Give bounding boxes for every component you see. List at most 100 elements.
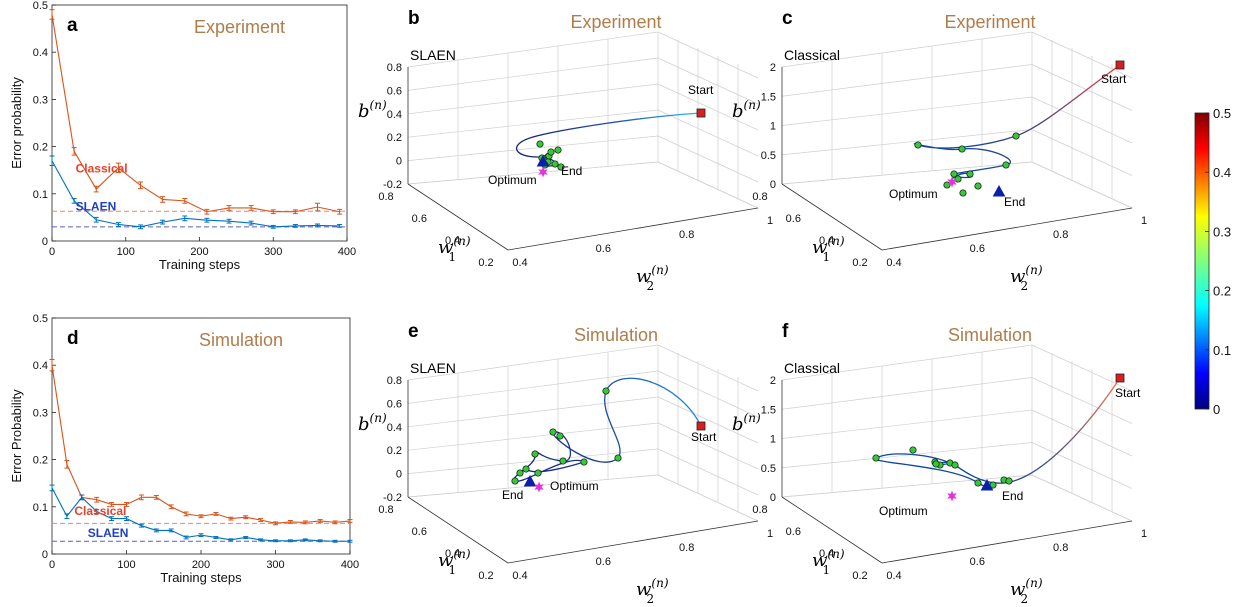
w2-axis-line [507, 207, 759, 251]
y-tick-label: 0.3 [33, 94, 48, 106]
grid-line [781, 377, 1033, 410]
trajectory-path [874, 377, 1121, 489]
grid-line [407, 83, 659, 115]
colorbar-tick-label: 0 [1213, 402, 1220, 417]
trajectory-point [580, 458, 588, 466]
z-tick-label: 0 [396, 469, 402, 481]
z-tick-label: 0 [770, 179, 776, 191]
z-tick-label: 0.2 [387, 445, 402, 457]
grid-line [1031, 161, 1133, 209]
trajectory-point [914, 141, 922, 149]
end-label: End [1004, 195, 1025, 209]
w1-axis-sub: 1 [823, 250, 831, 264]
grid-line [781, 474, 1033, 498]
y-tick-label: 0.1 [33, 502, 48, 514]
series-label-slaen: SLAEN [88, 526, 129, 540]
trajectory-point [958, 145, 966, 153]
w1-tick-label: 0.6 [786, 213, 801, 225]
panel-title: Experiment [194, 17, 285, 37]
z-axis-sup: (n) [370, 411, 387, 425]
grid-line [781, 96, 1033, 126]
plot-frame [51, 317, 351, 555]
trajectory-point [1005, 477, 1013, 485]
optimum-label: Optimum [889, 187, 938, 201]
y-axis-label: Error Probability [9, 389, 24, 483]
series-label-classical: Classical [74, 504, 126, 518]
z-tick-label: 1 [770, 121, 776, 133]
w2-axis-sub: 2 [647, 592, 655, 606]
trajectory-point [1012, 132, 1020, 140]
panel-title: Experiment [944, 12, 1035, 32]
start-marker [696, 421, 706, 431]
w2-axis-label: w(n) 2 [1010, 576, 1043, 606]
x-tick-label: 300 [266, 559, 284, 571]
z-axis-sup: (n) [744, 98, 761, 112]
grid-line [1031, 344, 1133, 392]
w1-tick-label: 0.6 [786, 526, 801, 538]
trajectory-point [522, 465, 530, 473]
trajectory-point [966, 170, 974, 178]
w1-tick-label: 0.8 [378, 504, 393, 516]
trajectory-point [951, 461, 959, 469]
x-axis-label: Training steps [160, 570, 242, 585]
panel-letter: c [782, 8, 793, 29]
grid-line [781, 409, 1033, 439]
y-tick-label: 0.3 [33, 407, 48, 419]
grid-line [657, 422, 759, 470]
w2-tick-label: 0.4 [886, 570, 901, 582]
w2-tick-label: 0.6 [970, 556, 985, 568]
x-tick-label: 100 [117, 559, 135, 571]
colorbar-tick-label: 0.5 [1213, 106, 1231, 121]
trajectory-point [872, 454, 880, 462]
z-axis-label: b(n) [358, 411, 387, 435]
trajectory-point [531, 450, 539, 458]
x-tick-label: 300 [264, 246, 282, 258]
z-axis-label: b(n) [732, 411, 761, 435]
w1-tick-label: 0.2 [852, 570, 867, 582]
y-tick-label: 0 [42, 549, 48, 561]
w2-tick-label: 1 [1141, 528, 1147, 540]
grid [407, 32, 759, 209]
grid-line [1031, 96, 1133, 144]
optimum-marker [538, 166, 548, 178]
w1-tick-label: 0.2 [852, 257, 867, 269]
y-tick-label: 0.5 [33, 313, 48, 325]
w1-tick-label: 0.4 [819, 548, 834, 560]
panel-c: 00.511.520.80.60.40.2 0.40.60.81b(n)w(n) 1… [732, 8, 1147, 293]
w2-axis-sup: (n) [651, 576, 668, 590]
w2-tick-label: 0.4 [512, 570, 527, 582]
end-label: End [502, 488, 523, 502]
y-tick-label: 0.2 [33, 455, 48, 467]
panel-letter: e [408, 321, 419, 342]
w2-axis-sub: 2 [1021, 592, 1029, 606]
panel-letter: d [67, 328, 79, 349]
w1-axis-line [781, 496, 883, 564]
w2-axis-line [507, 520, 759, 564]
end-marker [980, 478, 994, 491]
y-tick-label: 0.4 [33, 47, 48, 59]
w2-tick-label: 1 [767, 215, 773, 227]
optimum-label: Optimum [488, 173, 537, 187]
z-tick-label: 1.5 [761, 91, 776, 103]
z-tick-label: 2 [770, 62, 776, 74]
grid-line [1031, 129, 1133, 176]
grid-line [407, 422, 659, 451]
trajectory-point [974, 182, 982, 190]
w2-tick-label: 0.8 [1053, 229, 1068, 241]
z-tick-label: 0.4 [387, 109, 402, 121]
z-tick-label: 0.6 [387, 398, 402, 410]
start-label: Start [1101, 72, 1127, 86]
grid-line [657, 344, 759, 392]
grid-line [657, 370, 759, 418]
panel-title: Simulation [948, 325, 1032, 345]
grid-line [781, 344, 1033, 381]
y-tick-label: 0.2 [33, 142, 48, 154]
grid-line [1031, 377, 1133, 424]
w2-axis-line [881, 520, 1133, 564]
trajectory-panels: -0.200.20.40.60.80.80.60.40.2 0.40.60.81b… [358, 8, 1147, 606]
w2-axis-line [881, 207, 1133, 251]
end-label: End [1002, 489, 1023, 503]
trajectory-point [559, 457, 567, 465]
panel-letter: a [67, 15, 78, 36]
z-tick-label: 0.4 [387, 422, 402, 434]
